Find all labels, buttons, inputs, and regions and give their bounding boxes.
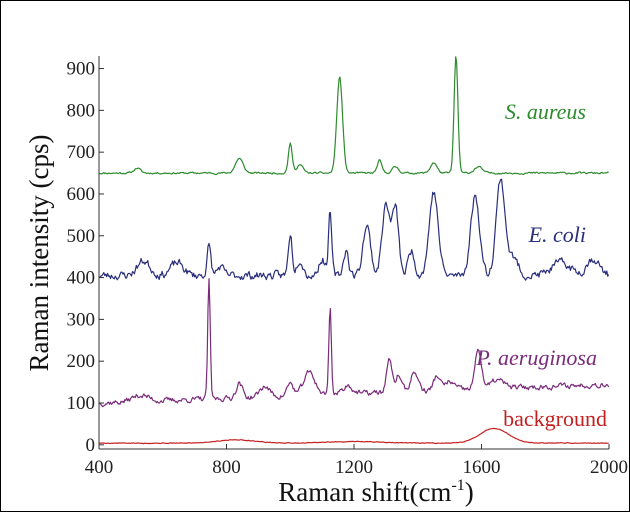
x-tick-label: 1600	[463, 457, 501, 478]
series-line	[98, 427, 609, 445]
series-line	[98, 56, 609, 175]
y-tick-label: 200	[67, 351, 96, 372]
y-tick-label: 400	[67, 268, 96, 289]
axes: Raman intensity (cps) Raman shift(cm-1) …	[24, 56, 628, 507]
y-tick-label: 100	[67, 393, 96, 414]
x-tick-label: 400	[85, 457, 114, 478]
series-label: P. aeruginosa	[475, 345, 597, 370]
x-tick-label: 2000	[590, 457, 628, 478]
y-tick-label: 300	[67, 309, 96, 330]
y-tick-label: 700	[67, 142, 96, 163]
series-labels: S. aureus E. coli P. aeruginosa background	[475, 99, 607, 431]
y-tick-label: 600	[67, 184, 96, 205]
y-axis-title: Raman intensity (cps)	[24, 135, 54, 372]
y-tick-label: 800	[67, 100, 96, 121]
series-label: background	[503, 406, 607, 431]
y-tick-label: 500	[67, 226, 96, 247]
y-tick-label: 900	[67, 59, 96, 80]
x-tick-label: 1200	[335, 457, 373, 478]
x-axis-title: Raman shift(cm-1)	[278, 477, 474, 507]
series-label: E. coli	[528, 222, 586, 247]
x-tick-label: 800	[212, 457, 241, 478]
series-layer	[98, 56, 610, 445]
x-axis-title-sup: -1	[451, 477, 464, 494]
series-line	[98, 178, 610, 281]
y-tick-label: 0	[86, 435, 96, 456]
series-label: S. aureus	[505, 99, 586, 124]
series-line	[98, 278, 610, 408]
